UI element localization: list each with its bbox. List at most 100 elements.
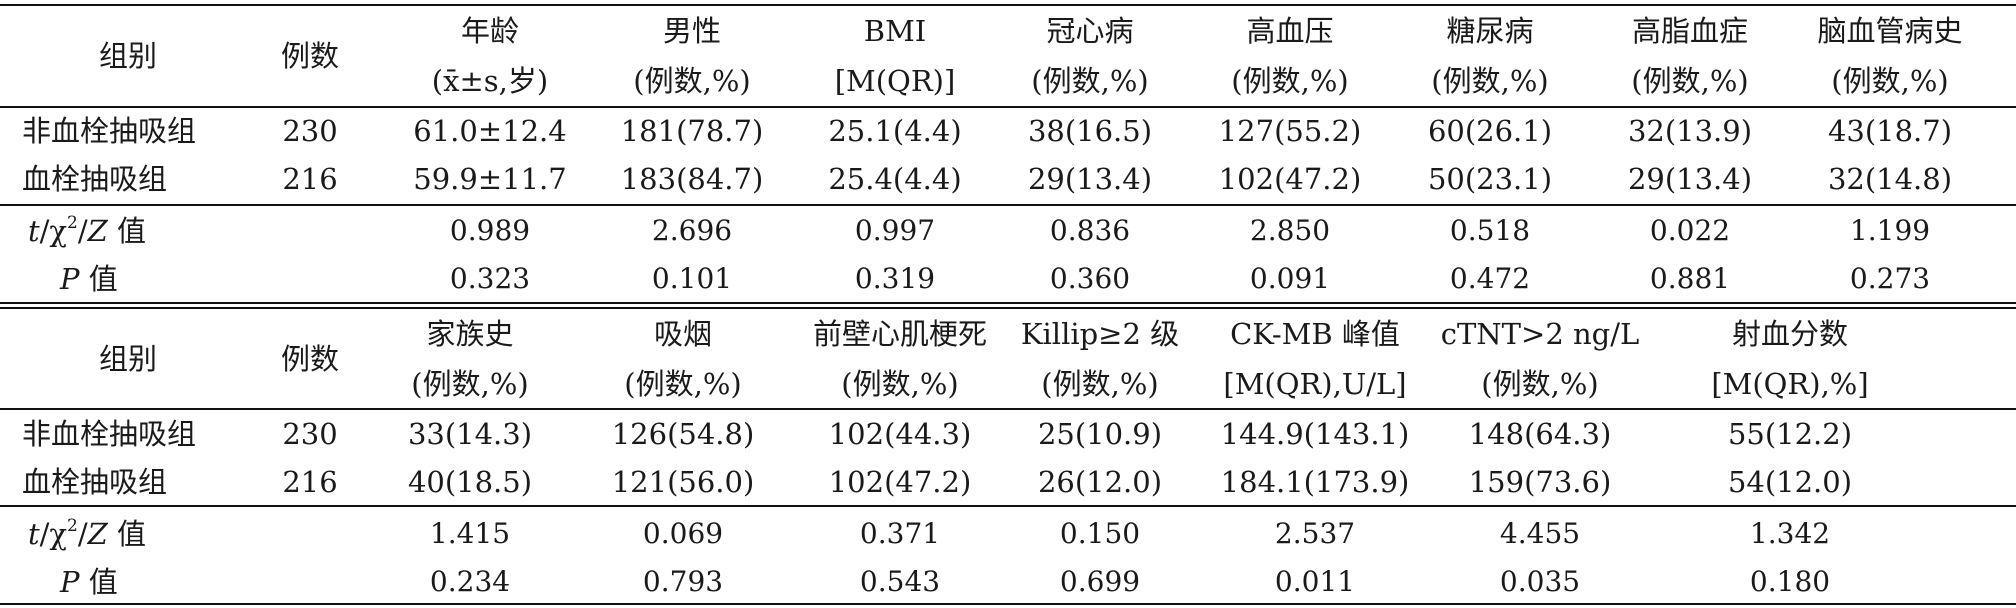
p-value: 0.234: [429, 565, 511, 598]
column-title: 糖尿病: [1446, 14, 1534, 48]
table-cell: 25.4(4.4): [828, 162, 962, 196]
table-cell: 29(13.4): [1627, 162, 1753, 196]
column-title: 男性: [662, 14, 722, 48]
p-label: P 值: [60, 565, 118, 599]
stat-rule-1: [0, 204, 2016, 206]
table-cell: 32(13.9): [1627, 114, 1753, 148]
column-unit: (例数,%): [1231, 64, 1349, 98]
column-title: 前壁心肌梗死: [812, 317, 988, 351]
table-cell: 121(56.0): [611, 465, 755, 499]
table-cell: 102(47.2): [1218, 162, 1362, 196]
column-unit: (例数,%): [1041, 367, 1159, 401]
table-cell: 102(44.3): [828, 417, 972, 451]
group-header: 组别: [98, 39, 158, 73]
stat-value: 0.997: [854, 214, 936, 247]
table-cell: 59.9±11.7: [413, 162, 567, 196]
table-cell: 148(64.3): [1468, 417, 1612, 451]
table-cell: 184.1(173.9): [1220, 465, 1410, 499]
stat-value: 1.342: [1749, 517, 1831, 550]
stat-label: t/χ2/Z 值: [28, 213, 146, 248]
group-count: 230: [282, 417, 338, 451]
table-cell: 127(55.2): [1218, 114, 1362, 148]
column-title: 脑血管病史: [1817, 14, 1963, 48]
count-header: 例数: [280, 342, 340, 376]
table-cell: 183(84.7): [620, 162, 764, 196]
p-value: 0.323: [449, 262, 531, 295]
top-rule: [0, 4, 2016, 6]
p-value: 0.180: [1749, 565, 1831, 598]
group-header: 组别: [98, 342, 158, 376]
p-value: 0.091: [1249, 262, 1331, 295]
column-title: 家族史: [426, 317, 514, 351]
column-unit: (例数,%): [1431, 64, 1549, 98]
section-double-rule-2: [0, 307, 2016, 309]
column-unit: (例数,%): [1031, 64, 1149, 98]
header-rule-2: [0, 408, 2016, 410]
stat-value: 0.989: [449, 214, 531, 247]
bottom-rule: [0, 603, 2016, 605]
stat-value: 1.199: [1849, 214, 1931, 247]
table-cell: 50(23.1): [1427, 162, 1553, 196]
column-unit: [M(QR),U/L]: [1223, 367, 1407, 401]
table-cell: 144.9(143.1): [1220, 417, 1410, 451]
section-double-rule: [0, 302, 2016, 304]
p-value: 0.035: [1499, 565, 1581, 598]
table-cell: 32(14.8): [1827, 162, 1953, 196]
header-rule-1: [0, 106, 2016, 108]
column-title: CK-MB 峰值: [1230, 317, 1400, 351]
table-cell: 61.0±12.4: [413, 114, 567, 148]
table-cell: 26(12.0): [1037, 465, 1163, 499]
stat-value: 2.850: [1249, 214, 1331, 247]
column-unit: (例数,%): [1831, 64, 1949, 98]
table-cell: 181(78.7): [620, 114, 764, 148]
table-cell: 25(10.9): [1037, 417, 1163, 451]
table-cell: 126(54.8): [611, 417, 755, 451]
table-cell: 102(47.2): [828, 465, 972, 499]
column-title: 冠心病: [1046, 14, 1134, 48]
stat-value: 4.455: [1499, 517, 1581, 550]
group-name: 非血栓抽吸组: [22, 417, 197, 451]
p-value: 0.319: [854, 262, 936, 295]
column-title: 年龄: [460, 14, 520, 48]
stat-value: 0.836: [1049, 214, 1131, 247]
column-title: 吸烟: [653, 317, 713, 351]
table-cell: 33(14.3): [407, 417, 533, 451]
group-count: 216: [282, 162, 338, 196]
group-count: 230: [282, 114, 338, 148]
column-title: 高血压: [1246, 14, 1334, 48]
column-title: 射血分数: [1731, 317, 1849, 351]
p-value: 0.360: [1049, 262, 1131, 295]
column-title: BMI: [863, 14, 927, 48]
stat-value: 0.150: [1059, 517, 1141, 550]
group-name: 血栓抽吸组: [22, 162, 168, 196]
table-cell: 25.1(4.4): [828, 114, 962, 148]
p-value: 0.793: [642, 565, 724, 598]
column-unit: [M(QR),%]: [1711, 367, 1869, 401]
stat-label: t/χ2/Z 值: [28, 516, 146, 551]
group-count: 216: [282, 465, 338, 499]
p-value: 0.699: [1059, 565, 1141, 598]
table-cell: 159(73.6): [1468, 465, 1612, 499]
p-value: 0.881: [1649, 262, 1731, 295]
stat-rule-2: [0, 505, 2016, 507]
table-cell: 38(16.5): [1027, 114, 1153, 148]
table-cell: 55(12.2): [1727, 417, 1853, 451]
column-unit: (x̄±s,岁): [431, 64, 549, 98]
p-label: P 值: [60, 262, 118, 296]
column-unit: (例数,%): [1481, 367, 1599, 401]
column-title: cTNT>2 ng/L: [1440, 317, 1640, 351]
stat-value: 2.696: [651, 214, 733, 247]
p-value: 0.543: [859, 565, 941, 598]
stat-value: 0.371: [859, 517, 941, 550]
table-cell: 29(13.4): [1027, 162, 1153, 196]
column-unit: (例数,%): [411, 367, 529, 401]
stat-value: 2.537: [1274, 517, 1356, 550]
stat-value: 1.415: [429, 517, 511, 550]
column-title: Killip≥2 级: [1020, 317, 1180, 351]
table-cell: 43(18.7): [1827, 114, 1953, 148]
column-unit: (例数,%): [633, 64, 751, 98]
stat-value: 0.518: [1449, 214, 1531, 247]
p-value: 0.472: [1449, 262, 1531, 295]
group-name: 血栓抽吸组: [22, 465, 168, 499]
